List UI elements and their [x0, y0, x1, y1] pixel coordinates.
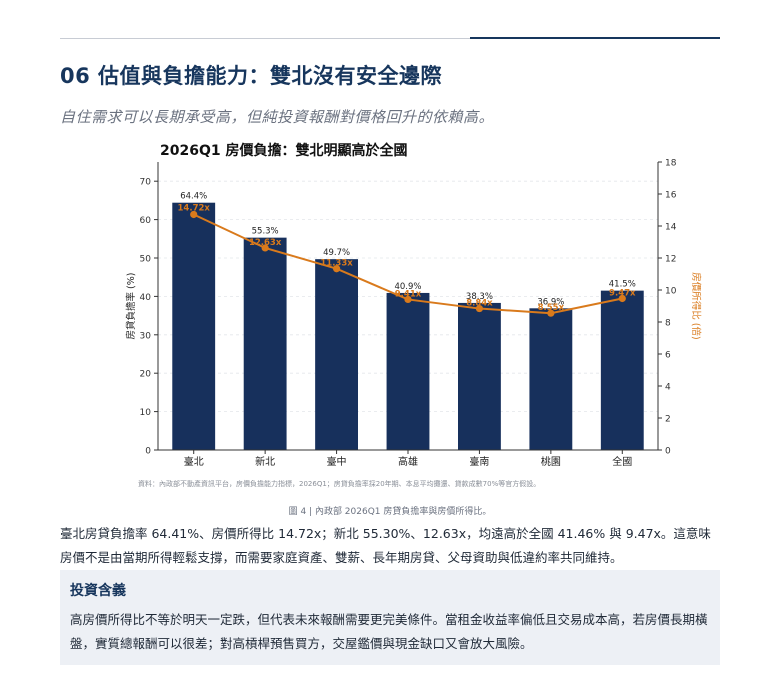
line-data-label: 8.84x	[466, 299, 493, 309]
top-rule-accent	[470, 37, 720, 39]
y2-tick-label: 16	[665, 191, 677, 201]
y-tick-label: 50	[140, 255, 152, 265]
x-tick-label: 臺北	[184, 455, 204, 468]
line-data-label: 8.55x	[538, 303, 565, 313]
x-tick-label: 桃園	[541, 455, 561, 468]
section-subtitle: 自住需求可以長期承受高，但純投資報酬對價格回升的依賴高。	[60, 108, 495, 126]
top-rule	[60, 38, 720, 39]
y-tick-label: 30	[140, 331, 152, 341]
bar-data-label: 38.3%	[466, 292, 493, 302]
line-point	[261, 244, 269, 252]
x-tick-label: 臺南	[469, 455, 489, 468]
line-data-label: 12.63x	[249, 238, 282, 248]
line-point	[404, 295, 412, 304]
bar-data-label: 55.3%	[252, 227, 279, 237]
line-point	[332, 265, 341, 273]
bar	[315, 259, 358, 450]
x-tick-label: 新北	[255, 455, 275, 468]
chart-title: 2026Q1 房價負擔：雙北明顯高於全國	[160, 142, 407, 159]
line-data-label: 11.33x	[320, 259, 353, 269]
y2-tick-label: 0	[665, 447, 671, 457]
y-tick-label: 20	[140, 370, 152, 380]
y-tick-label: 60	[140, 216, 152, 226]
y2-tick-label: 12	[665, 255, 676, 265]
x-tick-label: 高雄	[398, 455, 418, 468]
figure-caption: 圖 4 | 內政部 2026Q1 房貸負擔率與房價所得比。	[288, 507, 492, 517]
x-tick-label: 臺中	[327, 455, 347, 468]
y-tick-label: 0	[145, 447, 151, 457]
line-data-label: 9.47x	[609, 288, 636, 298]
bar	[529, 308, 573, 450]
line-point	[618, 294, 626, 303]
bar	[386, 292, 430, 450]
y-axis-label: 房貸負擔率 (%)	[125, 273, 137, 340]
investment-implication-box: 投資含義 高房價所得比不等於明天一定跌，但代表未來報酬需要更完美條件。當租金收益…	[60, 570, 720, 665]
line-point	[475, 304, 484, 313]
bar-data-label: 36.9%	[537, 297, 564, 307]
section-title: 06 估值與負擔能力：雙北沒有安全邊際	[60, 64, 443, 88]
chart-container: 2026Q1 房價負擔：雙北明顯高於全國 0 10 20 30 40 50 60 70 0 2 4 6 8…	[110, 138, 710, 498]
bar-data-label: 64.4%	[180, 192, 207, 202]
line-point	[547, 309, 555, 317]
bar-data-label: 41.5%	[609, 280, 636, 290]
source-note: 資料：內政部不動產資訊平台，房價負擔能力指標，2026Q1；房貸負擔率採20年期…	[138, 479, 540, 488]
line-point	[190, 210, 198, 219]
y-tick-label: 70	[140, 178, 152, 188]
y2-tick-label: 14	[665, 223, 677, 233]
x-tick-label: 全國	[612, 455, 632, 468]
line-data-label: 14.72x	[178, 204, 211, 214]
y-tick-label: 10	[140, 408, 152, 418]
affordability-chart: 2026Q1 房價負擔：雙北明顯高於全國 0 10 20 30 40 50 60 70 0 2 4 6 8…	[125, 142, 702, 488]
callout-text: 高房價所得比不等於明天一定跌，但代表未來報酬需要更完美條件。當租金收益率偏低且交…	[70, 612, 708, 651]
body-paragraph: 臺北房貸負擔率 64.41%、房價所得比 14.72x；新北 55.30%、12…	[60, 526, 711, 565]
y2-tick-label: 4	[665, 383, 671, 393]
bar-data-label: 40.9%	[394, 282, 421, 292]
y-tick-label: 40	[140, 293, 152, 303]
y2-tick-label: 10	[665, 287, 677, 297]
y2-tick-label: 6	[665, 351, 671, 361]
bar	[458, 302, 501, 450]
callout-title: 投資含義	[70, 583, 126, 599]
y2-tick-label: 2	[665, 415, 671, 425]
bar	[243, 237, 287, 450]
y2-tick-label: 18	[665, 159, 677, 169]
bar	[172, 202, 216, 450]
bar-data-label: 49.7%	[323, 248, 350, 258]
bar	[600, 290, 644, 450]
y2-tick-label: 8	[665, 319, 671, 329]
y2-axis-label: 房價所得比 (倍)	[690, 272, 702, 339]
line-data-label: 9.41x	[395, 289, 422, 299]
